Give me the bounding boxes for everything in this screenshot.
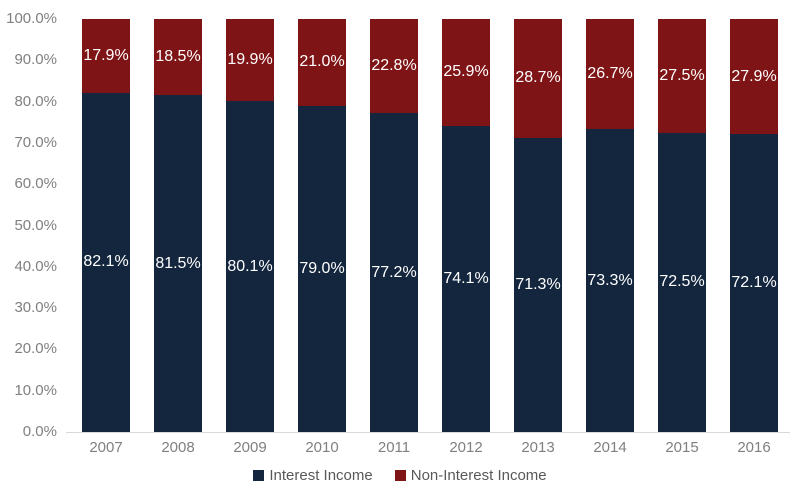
data-label-interest-income: 82.1% — [83, 253, 129, 271]
bar-segment-interest-income: 72.5% — [658, 132, 706, 432]
x-category-label: 2012 — [449, 439, 483, 456]
data-label-interest-income: 72.1% — [731, 274, 777, 292]
x-category-label: 2011 — [377, 439, 411, 456]
legend-label-non-interest-income: Non-Interest Income — [410, 467, 547, 484]
bar-segment-interest-income: 82.1% — [82, 92, 130, 432]
legend: Interest Income Non-Interest Income — [0, 467, 800, 484]
data-label-interest-income: 73.3% — [587, 271, 633, 289]
bar-segment-non-interest-income: 17.9% — [82, 19, 130, 93]
bar-segment-non-interest-income: 27.9% — [730, 19, 778, 135]
x-category-label: 2016 — [737, 439, 771, 456]
legend-item-interest-income: Interest Income — [253, 467, 373, 484]
bar-segment-interest-income: 80.1% — [226, 101, 274, 432]
data-label-interest-income: 71.3% — [515, 275, 561, 293]
bar-segment-non-interest-income: 22.8% — [370, 19, 418, 114]
x-category-label: 2013 — [521, 439, 555, 456]
data-label-interest-income: 79.0% — [299, 259, 345, 277]
x-category-label: 2010 — [305, 439, 339, 456]
data-label-non-interest-income: 26.7% — [587, 65, 633, 83]
y-tick-label: 20.0% — [14, 340, 57, 358]
data-label-interest-income: 80.1% — [227, 257, 273, 275]
x-category-label: 2009 — [233, 439, 267, 456]
bar-segment-interest-income: 74.1% — [442, 125, 490, 432]
y-tick-label: 70.0% — [14, 133, 57, 151]
y-tick-label: 90.0% — [14, 51, 57, 69]
bar-segment-non-interest-income: 26.7% — [586, 19, 634, 130]
bar-segment-interest-income: 73.3% — [586, 129, 634, 432]
y-tick-label: 0.0% — [22, 423, 57, 440]
data-label-interest-income: 81.5% — [155, 254, 201, 272]
data-label-non-interest-income: 25.9% — [443, 63, 489, 81]
bar-segment-interest-income: 72.1% — [730, 134, 778, 432]
data-label-non-interest-income: 27.9% — [731, 67, 777, 85]
data-label-non-interest-income: 22.8% — [371, 57, 417, 75]
bar-segment-interest-income: 77.2% — [370, 113, 418, 432]
x-category-label: 2015 — [665, 439, 699, 456]
bar-segment-non-interest-income: 21.0% — [298, 19, 346, 106]
data-label-interest-income: 74.1% — [443, 269, 489, 287]
y-tick-label: 60.0% — [14, 175, 57, 193]
data-label-non-interest-income: 21.0% — [299, 53, 345, 71]
x-axis-line — [66, 432, 790, 433]
data-label-non-interest-income: 17.9% — [83, 46, 129, 64]
data-label-non-interest-income: 19.9% — [227, 51, 273, 69]
y-tick-label: 50.0% — [14, 216, 57, 234]
data-label-non-interest-income: 27.5% — [659, 66, 705, 84]
non-interest-income-swatch — [394, 470, 406, 481]
data-label-non-interest-income: 18.5% — [155, 48, 201, 66]
y-tick-label: 40.0% — [14, 257, 57, 275]
interest-income-swatch — [253, 470, 265, 481]
bar-segment-interest-income: 71.3% — [514, 137, 562, 432]
legend-item-non-interest-income: Non-Interest Income — [394, 467, 547, 484]
bar-segment-non-interest-income: 19.9% — [226, 19, 274, 102]
bar-segment-non-interest-income: 18.5% — [154, 19, 202, 96]
data-label-interest-income: 72.5% — [659, 273, 705, 291]
y-tick-label: 80.0% — [14, 92, 57, 110]
y-tick-label: 10.0% — [14, 381, 57, 399]
bar-segment-interest-income: 81.5% — [154, 95, 202, 432]
bar-segment-interest-income: 79.0% — [298, 105, 346, 432]
data-label-interest-income: 77.2% — [371, 263, 417, 281]
bar-segment-non-interest-income: 27.5% — [658, 19, 706, 133]
y-tick-label: 100.0% — [6, 10, 57, 27]
y-tick-label: 30.0% — [14, 299, 57, 317]
x-category-label: 2007 — [89, 439, 123, 456]
data-label-non-interest-income: 28.7% — [515, 69, 561, 87]
x-category-label: 2014 — [593, 439, 627, 456]
x-category-label: 2008 — [161, 439, 195, 456]
bar-segment-non-interest-income: 25.9% — [442, 19, 490, 126]
legend-label-interest-income: Interest Income — [269, 467, 373, 484]
bar-segment-non-interest-income: 28.7% — [514, 19, 562, 138]
